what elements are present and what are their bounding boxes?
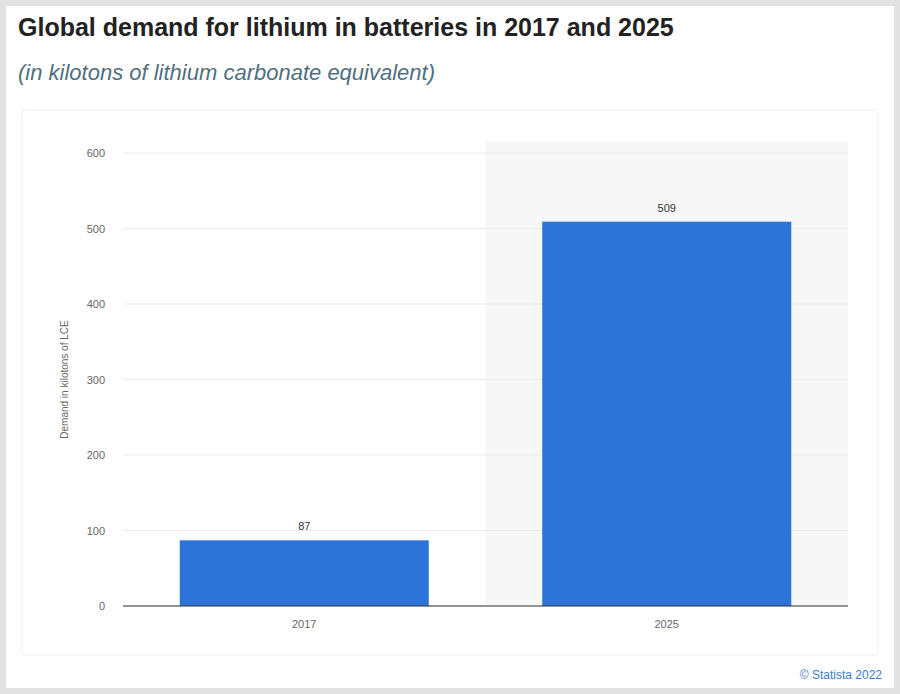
background [0, 0, 900, 694]
frame [3, 3, 897, 691]
x-axis-line [123, 606, 848, 607]
forecast-shade [486, 141, 849, 606]
y-tick-label: 600 [87, 147, 105, 159]
grid-line [123, 606, 848, 607]
source: © Statista 2022 [800, 668, 883, 682]
title: Global demand for lithium in batteries i… [18, 13, 674, 41]
data-label: 509 [658, 202, 676, 214]
bar [180, 540, 429, 606]
y-tick-label: 0 [99, 600, 105, 612]
subtitle: (in kilotons of lithium carbonate equiva… [18, 60, 435, 85]
card [22, 110, 878, 655]
y-tick-label: 500 [87, 223, 105, 235]
y-tick-label: 100 [87, 525, 105, 537]
x-tick-label: 2017 [292, 618, 316, 630]
chart-root: Global demand for lithium in batteries i… [0, 0, 900, 694]
y-tick-label: 200 [87, 449, 105, 461]
grid-line [123, 153, 848, 154]
chart-svg: Global demand for lithium in batteries i… [0, 0, 900, 694]
data-label: 87 [298, 520, 310, 532]
x-tick-label: 2025 [655, 618, 679, 630]
y-axis-label: Demand in kilotons of LCE [59, 320, 70, 439]
bars [180, 222, 792, 606]
bar [542, 222, 791, 606]
y-tick-label: 400 [87, 298, 105, 310]
y-tick-label: 300 [87, 374, 105, 386]
